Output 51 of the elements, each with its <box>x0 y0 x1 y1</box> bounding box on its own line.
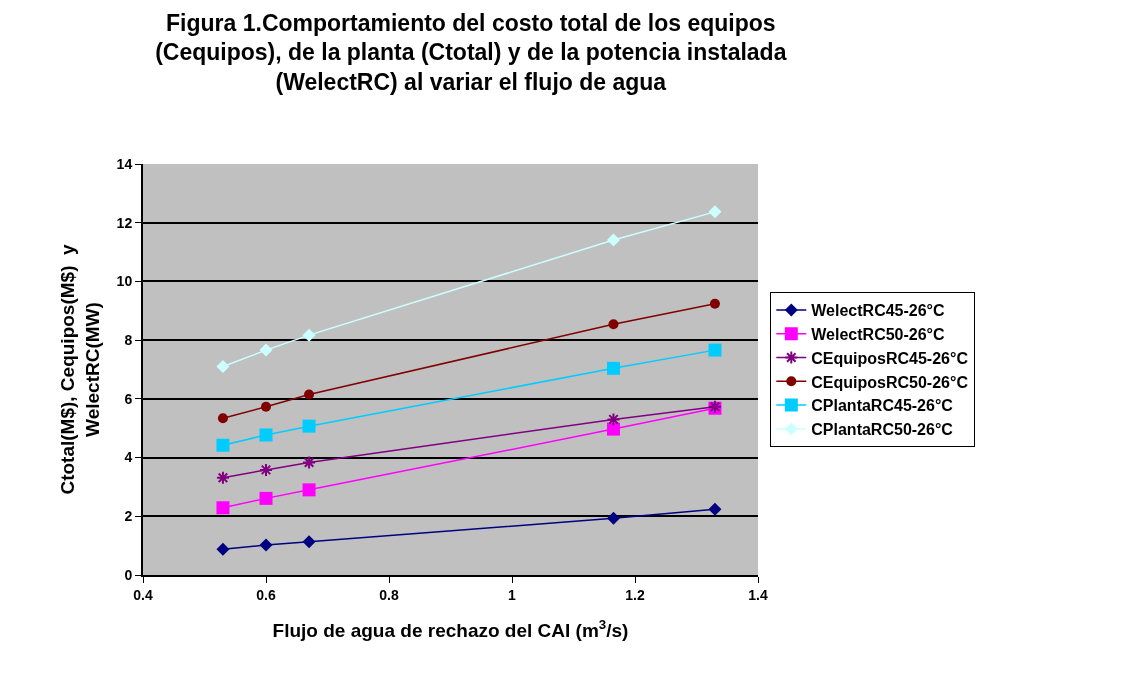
y-tick-label: 10 <box>116 273 133 290</box>
legend-label: CEquiposRC50-26°C <box>811 373 969 391</box>
point <box>302 483 316 497</box>
point <box>606 422 620 436</box>
legend-label: CPlantaRC45-26°C <box>811 397 954 415</box>
point <box>216 501 230 515</box>
point <box>259 343 273 357</box>
point <box>302 419 316 433</box>
point <box>259 462 273 477</box>
legend-label: WelectRC50-26°C <box>811 325 946 343</box>
point <box>259 491 273 505</box>
x-tick-label: 1 <box>508 586 517 603</box>
y-tick-label: 8 <box>124 332 133 349</box>
point <box>606 361 620 375</box>
point <box>606 511 620 525</box>
point <box>216 438 230 452</box>
point <box>304 389 315 400</box>
y-tick-label: 2 <box>124 508 133 525</box>
y-tick-label: 0 <box>124 566 133 583</box>
x-tick-label: 0.8 <box>379 586 399 603</box>
chart-title: Figura 1.Comportamiento del costo total de los equipos (Cequipos), de la planta (Ctotal) y de la potencia instalada (WelectRC) al variar el flujo de agua <box>155 9 787 96</box>
point <box>606 412 621 427</box>
point <box>216 542 230 556</box>
y-tick-label: 6 <box>124 390 133 407</box>
point <box>608 319 619 330</box>
x-tick-label: 0.6 <box>256 586 276 603</box>
point <box>215 470 230 485</box>
point <box>708 343 722 357</box>
y-tick-label: 4 <box>124 449 133 466</box>
point <box>216 360 230 374</box>
legend-label: WelectRC45-26°C <box>811 302 946 320</box>
legend-label: CEquiposRC45-26°C <box>811 349 969 367</box>
point <box>217 413 228 424</box>
point <box>606 233 620 247</box>
point <box>261 401 271 412</box>
legend-label: CPlantaRC50-26°C <box>811 421 954 439</box>
x-tick-label: 1.2 <box>625 586 645 603</box>
point <box>302 535 316 549</box>
x-tick-label: 0.4 <box>133 586 153 603</box>
point <box>708 502 722 516</box>
point <box>259 428 273 442</box>
y-axis-title: Ctotal(M$), Cequipos(M$) y WelectRC(MW) <box>57 243 103 495</box>
point <box>302 455 317 470</box>
point <box>709 298 720 309</box>
point <box>259 538 273 552</box>
point <box>708 205 722 219</box>
x-tick-label: 1.4 <box>748 586 768 603</box>
x-axis-title: Flujo de agua de rechazo del CAI (m$^{3}$/s) <box>272 617 629 642</box>
y-tick-label: 14 <box>116 155 133 172</box>
point <box>302 328 316 342</box>
y-tick-label: 12 <box>116 214 133 231</box>
